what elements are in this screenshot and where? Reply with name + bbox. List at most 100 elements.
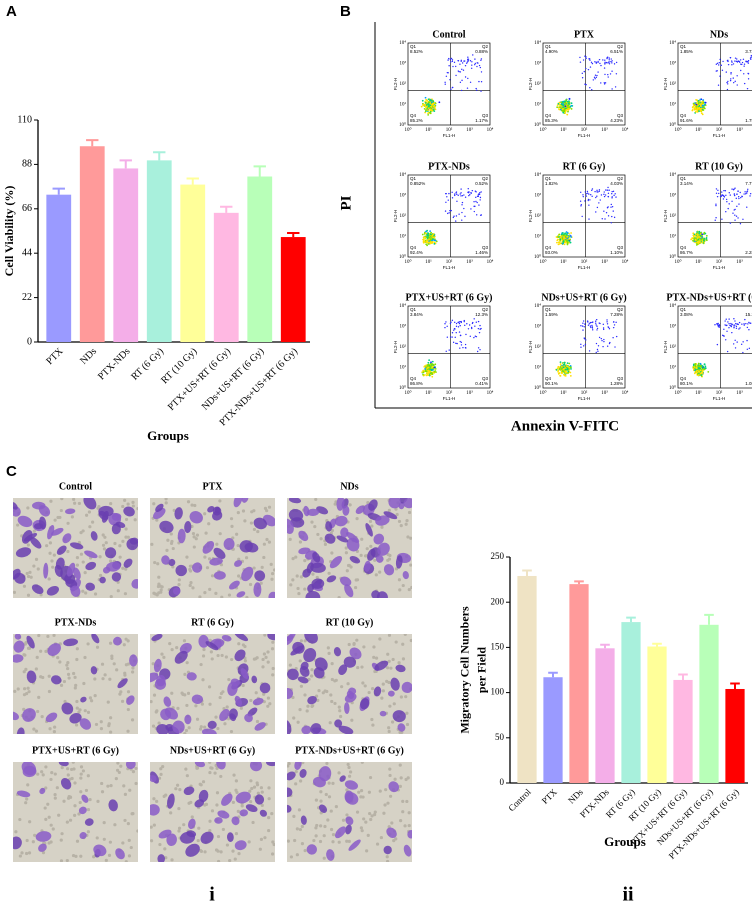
flow-tick: 10⁰: [669, 254, 676, 260]
cell: [287, 771, 296, 781]
pore: [66, 666, 70, 671]
flow-event: [433, 242, 436, 245]
flow-title: RT (6 Gy): [563, 161, 606, 172]
flow-tick: 10³: [466, 259, 473, 265]
pore: [101, 543, 106, 547]
pore: [50, 559, 54, 563]
pore: [31, 840, 35, 844]
pore: [52, 553, 56, 557]
flow-event: [582, 320, 585, 322]
flow-event: [475, 200, 477, 203]
flow-event: [563, 361, 566, 364]
cell: [288, 498, 302, 504]
flow-event: [556, 367, 559, 370]
flow-event: [560, 233, 563, 236]
pore: [49, 840, 53, 844]
flow-event: [431, 375, 434, 378]
quadrant-value: 85.3%: [545, 118, 558, 123]
flow-tick: 10¹: [695, 390, 702, 396]
pore: [368, 811, 372, 816]
cell: [172, 720, 185, 734]
pore: [164, 856, 168, 860]
pore: [405, 799, 409, 804]
pore: [364, 820, 368, 824]
flow-tick: 10⁰: [539, 127, 546, 133]
cell: [364, 560, 371, 572]
pore: [255, 656, 259, 660]
cell: [70, 585, 81, 597]
cell: [344, 702, 350, 715]
pore: [218, 532, 222, 536]
cell: [344, 584, 354, 598]
flow-event: [449, 79, 451, 81]
pore: [288, 537, 292, 541]
flow-event: [455, 215, 458, 217]
pore: [73, 686, 77, 690]
flow-event: [452, 341, 455, 344]
flow-event: [570, 108, 573, 110]
pore: [87, 510, 91, 514]
pore: [209, 766, 213, 770]
cell: [15, 547, 32, 558]
bar: [517, 575, 537, 783]
flow-event: [580, 343, 582, 346]
pore: [131, 666, 135, 670]
bar: [113, 168, 139, 342]
pore: [170, 691, 174, 695]
cell: [312, 776, 326, 788]
cell: [342, 505, 350, 516]
flow-event: [614, 86, 617, 88]
pore: [261, 657, 265, 662]
pore: [71, 762, 75, 764]
pore: [195, 717, 200, 721]
pore: [47, 674, 51, 678]
flow-tick: 10¹: [670, 234, 677, 240]
pore: [154, 710, 158, 714]
flow-event: [717, 84, 720, 86]
panel-label: B: [340, 3, 351, 20]
flow-event: [734, 80, 736, 83]
pore: [267, 815, 271, 820]
pore: [41, 851, 46, 855]
flow-axis-name: FL2-H: [528, 341, 533, 354]
pore: [327, 571, 331, 575]
flow-event: [473, 318, 475, 320]
cell: [300, 815, 307, 825]
pore: [337, 840, 341, 844]
pore: [337, 771, 341, 775]
flow-event: [747, 62, 750, 64]
cell: [191, 694, 204, 704]
flow-frame: [542, 42, 626, 126]
pore: [47, 689, 52, 694]
flow-event: [599, 199, 601, 201]
flow-event: [696, 239, 699, 242]
pore: [369, 544, 373, 548]
pore: [44, 765, 48, 769]
quadrant-value: 1.17%: [475, 118, 488, 123]
pore: [108, 677, 112, 681]
flow-tick: 10³: [670, 61, 677, 67]
flow-event: [569, 366, 572, 369]
flow-event: [607, 195, 610, 198]
y-tick-label: 50: [495, 732, 505, 742]
flow-event: [726, 88, 729, 91]
quadrant-value: 7.77%: [745, 181, 752, 186]
pore: [159, 767, 163, 771]
pore: [155, 799, 159, 803]
flow-event: [580, 346, 582, 348]
flow-event: [566, 242, 569, 245]
pore: [39, 593, 43, 597]
flow-event: [722, 198, 725, 200]
pore: [99, 727, 104, 731]
cell: [212, 510, 223, 521]
pore: [165, 548, 169, 552]
flow-event: [588, 218, 590, 220]
flow-event: [601, 339, 603, 342]
cell: [16, 790, 31, 798]
pore: [243, 519, 247, 523]
pore: [187, 726, 191, 730]
pore: [345, 569, 349, 573]
pore: [272, 842, 275, 847]
cell: [229, 580, 240, 590]
flow-event: [611, 88, 613, 90]
